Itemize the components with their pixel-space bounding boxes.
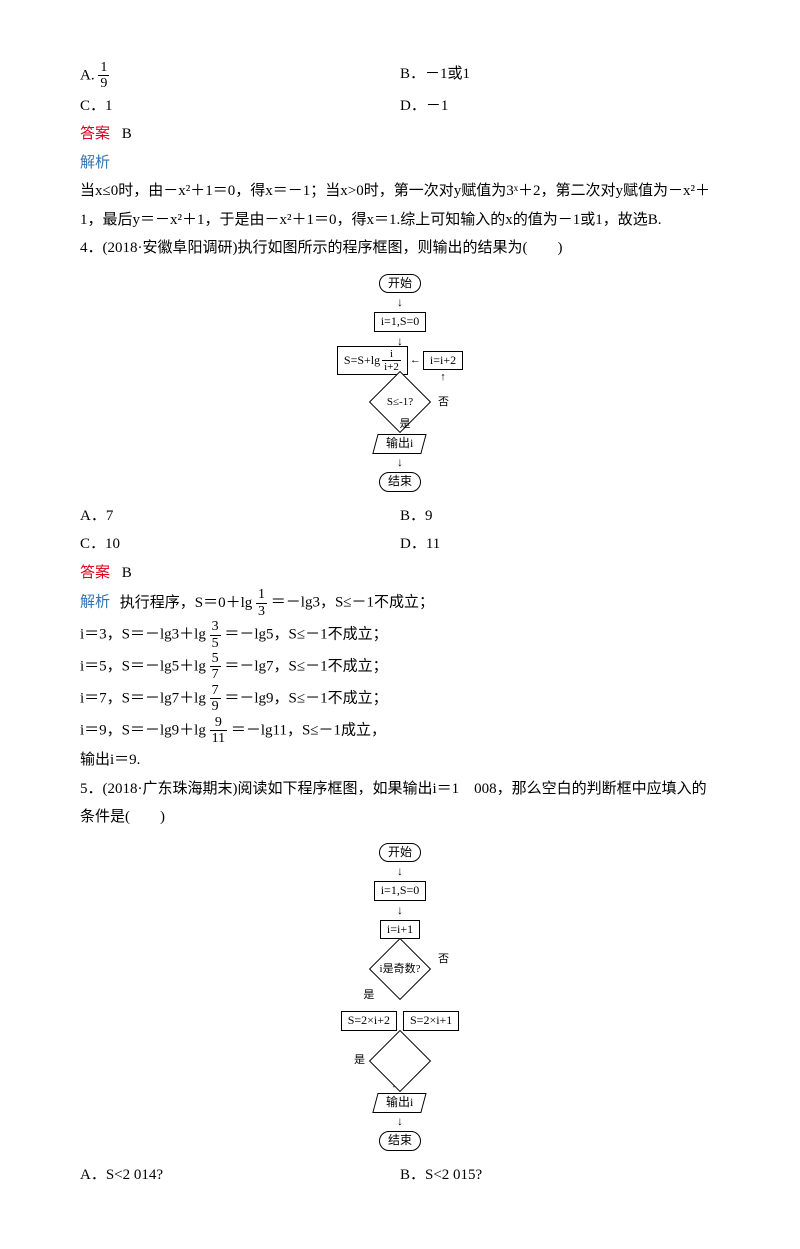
fc-cond: S≤-1? [387,396,413,408]
fc-update-num: i [382,348,401,361]
fc-feedback-box: i=i+2 [423,351,463,371]
q4-l5: i＝9，S＝－lg9＋lg 911 ＝－lg11，S≤－1成立， [80,715,720,747]
q3-optA-num: 1 [98,60,109,76]
fc-output: 输出i [373,1093,428,1113]
q3-optA-frac: 1 9 [98,60,109,92]
fc-start: 开始 [379,843,421,863]
q3-options: A. 1 9 B．－1或1 C．1 D．－1 [80,60,720,120]
q4-options: A．7 B．9 C．10 D．11 [80,502,720,559]
q5-optA: A．S<2 014? [80,1161,400,1190]
q3-answer-line: 答案 B [80,120,720,149]
q4-optC: C．10 [80,530,400,559]
q5-options: A．S<2 014? B．S<2 015? [80,1161,720,1190]
fc-arrow-icon: ↓ [80,1115,720,1127]
q4-analysis: 解析 执行程序，S＝0＋lg 13 ＝－lg3，S≤－1不成立； [80,587,720,619]
fc-yes-label: 是 [354,1050,365,1071]
fc-cond2-row: 是 [80,1045,720,1077]
fc-start: 开始 [379,274,421,294]
q5-optB: B．S<2 015? [400,1161,720,1190]
analysis-label: 解析 [80,595,110,611]
fc-arrow-left-icon: ← [410,350,421,371]
q4-stem: 4．(2018·安徽阜阳调研)执行如图所示的程序框图，则输出的结果为( ) [80,234,720,263]
fc-branchN: S=2×i+1 [403,1011,459,1031]
q4-flowchart: 开始 ↓ i=1,S=0 ↓ S=S+lg i i+2 ← i=i+2 ↓↑ S… [80,269,720,496]
q3-optC: C．1 [80,92,400,121]
q3-optA-prefix: A. [80,67,95,83]
fc-arrow-icon: ↓ [80,904,720,916]
fc-inc: i=i+1 [380,920,420,940]
q4-l4: i＝7，S＝－lg7＋lg 79 ＝－lg9，S≤－1不成立； [80,683,720,715]
q5-flowchart: 开始 ↓ i=1,S=0 ↓ i=i+1 ↓ i是奇数? 否 是 S=2×i+2… [80,838,720,1155]
q3-optD: D．－1 [400,92,720,121]
q4-optD: D．11 [400,530,720,559]
fc-branch-row: 是 S=2×i+2 S=2×i+1 [80,985,720,1034]
q3-optA-den: 9 [98,76,109,91]
fc-yes-label: 是 [400,418,411,430]
fc-output: 输出i [373,434,428,454]
fc-update-S: S=S+lg i i+2 [337,346,408,375]
q4-l2: i＝3，S＝－lg3＋lg 35 ＝－lg5，S≤－1不成立； [80,619,720,651]
q3-answer-value: B [122,126,132,142]
fc-arrow-icon: ↓是 [80,417,720,430]
fc-cond1-row: i是奇数? 否 [80,953,720,985]
answer-label: 答案 [80,126,110,142]
fc-arrow-icon: ↓ [80,296,720,308]
fc-yes-label: 是 [341,985,397,1006]
fc-cond-row: S≤-1? 否 [80,386,720,418]
q4-optB: B．9 [400,502,720,531]
fc-cond1: i是奇数? [380,963,421,975]
fc-init: i=1,S=0 [374,312,427,332]
q4-l3: i＝5，S＝－lg5＋lg 57 ＝－lg7，S≤－1不成立； [80,651,720,683]
q5-stem: 5．(2018·广东珠海期末)阅读如下程序框图，如果输出i＝1 008，那么空白… [80,775,720,832]
q4-answer-value: B [122,565,132,581]
fc-no-label: 否 [438,392,449,413]
fc-end: 结束 [379,472,421,492]
fc-update-S-pre: S=S+lg [344,353,380,369]
q3-analysis-text: 当x≤0时，由－x²＋1＝0，得x＝－1；当x>0时，第一次对y赋值为3ˣ＋2，… [80,177,720,234]
fc-init: i=1,S=0 [374,881,427,901]
q4-answer-line: 答案 B [80,559,720,588]
q4-optA: A．7 [80,502,400,531]
fc-no-label: 否 [438,949,449,970]
q4-l1b: ＝－lg3，S≤－1不成立； [271,595,434,611]
fc-branchY: S=2×i+2 [341,1011,397,1031]
answer-label: 答案 [80,565,110,581]
q3-optB: B．－1或1 [400,60,720,92]
fc-arrow-icon: ↓ [80,865,720,877]
q4-l1a: 执行程序，S＝0＋lg [120,595,253,611]
q3-analysis-label: 解析 [80,149,720,178]
q4-l6: 输出i＝9. [80,746,720,775]
q3-optA: A. 1 9 [80,60,400,92]
fc-end: 结束 [379,1131,421,1151]
fc-arrow-icon: ↓ [80,456,720,468]
